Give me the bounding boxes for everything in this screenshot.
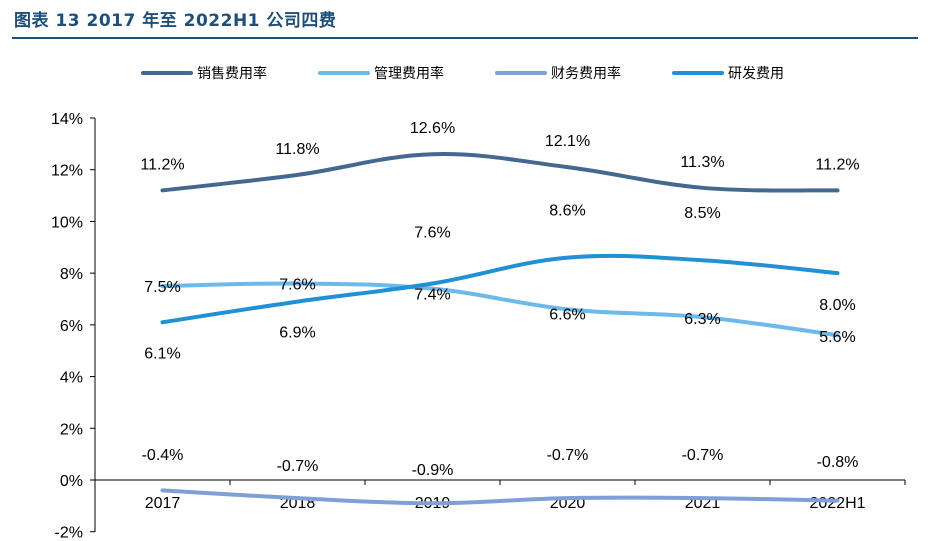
data-label-admin-expense-ratio: 7.4% bbox=[414, 287, 450, 304]
series-line-finance-expense-ratio bbox=[160, 488, 840, 506]
y-tick-label: 12% bbox=[51, 163, 83, 180]
data-label-selling-expense-ratio: 12.1% bbox=[545, 133, 590, 150]
data-label-admin-expense-ratio: 5.6% bbox=[819, 329, 855, 346]
data-label-admin-expense-ratio: 6.3% bbox=[684, 311, 720, 328]
legend-label-admin-expense-ratio: 管理费用率 bbox=[374, 65, 444, 82]
data-label-rd-expense: 8.6% bbox=[549, 203, 585, 220]
legend-label-rd-expense: 研发费用 bbox=[728, 66, 784, 82]
data-label-finance-expense-ratio: -0.7% bbox=[277, 458, 319, 475]
data-label-rd-expense: 8.0% bbox=[819, 297, 855, 314]
data-label-selling-expense-ratio: 12.6% bbox=[410, 120, 455, 137]
x-tick-label: 2022H1 bbox=[809, 495, 865, 512]
y-tick-label: 2% bbox=[60, 421, 83, 438]
data-label-rd-expense: 6.1% bbox=[144, 345, 180, 362]
data-label-finance-expense-ratio: -0.8% bbox=[817, 454, 859, 471]
series-line-selling-expense-ratio bbox=[160, 152, 840, 193]
data-label-finance-expense-ratio: -0.7% bbox=[547, 447, 589, 464]
data-label-selling-expense-ratio: 11.8% bbox=[275, 141, 319, 158]
y-tick-label: 6% bbox=[60, 318, 83, 335]
series-line-rd-expense bbox=[160, 253, 840, 325]
series-line-admin-expense-ratio bbox=[160, 281, 840, 338]
data-label-selling-expense-ratio: 11.3% bbox=[680, 154, 724, 171]
x-tick-label: 2017 bbox=[145, 495, 181, 512]
data-label-selling-expense-ratio: 11.2% bbox=[815, 156, 859, 173]
data-label-admin-expense-ratio: 6.6% bbox=[549, 306, 585, 323]
data-labels: 11.2% 11.8% 12.6% 12.1% 11.3% 11.2% 7.5% 7.6% 7.… bbox=[140, 120, 859, 479]
figure-header: 图表 13 2017 年至 2022H1 公司四费 bbox=[0, 0, 930, 40]
y-tick-label: 0% bbox=[60, 473, 83, 490]
data-label-finance-expense-ratio: -0.9% bbox=[412, 462, 454, 479]
figure-caption: 图表 13 2017 年至 2022H1 公司四费 bbox=[14, 11, 337, 31]
data-label-admin-expense-ratio: 7.5% bbox=[144, 279, 180, 296]
data-label-admin-expense-ratio: 7.6% bbox=[279, 276, 315, 293]
y-tick-label: 8% bbox=[60, 266, 83, 283]
caption-divider bbox=[12, 37, 918, 39]
data-label-rd-expense: 8.5% bbox=[684, 205, 720, 222]
chart-legend: 销售费用率 管理费用率 财务费用率 研发费用 bbox=[141, 65, 784, 82]
data-label-finance-expense-ratio: -0.7% bbox=[682, 447, 724, 464]
legend-label-finance-expense-ratio: 财务费用率 bbox=[551, 65, 621, 82]
y-tick-label: 10% bbox=[51, 214, 83, 231]
data-label-selling-expense-ratio: 11.2% bbox=[140, 156, 184, 173]
data-label-finance-expense-ratio: -0.4% bbox=[142, 447, 184, 464]
y-tick-label: 14% bbox=[51, 111, 83, 128]
y-tick-label: -2% bbox=[55, 525, 83, 541]
legend-label-selling-expense-ratio: 销售费用率 bbox=[197, 65, 267, 82]
data-label-rd-expense: 6.9% bbox=[279, 325, 315, 342]
y-tick-label: 4% bbox=[60, 370, 83, 387]
series-lines bbox=[160, 152, 840, 506]
data-label-rd-expense: 7.6% bbox=[414, 224, 450, 241]
